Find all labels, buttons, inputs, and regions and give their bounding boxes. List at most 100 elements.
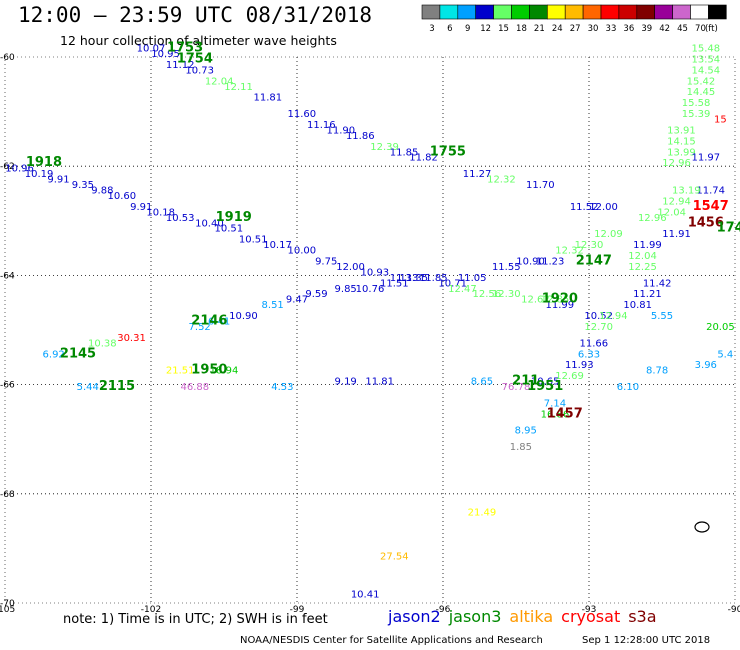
lon-tick-label: -90 [728,605,740,615]
wave-height-label: 15.42 [687,76,716,87]
legend-swatch [439,4,459,20]
satellite-legend: jason2 jason3 altika cryosat s3a [388,607,665,626]
pass-time-label: 1918 [26,155,62,170]
wave-height-label: 14.15 [667,136,696,147]
wave-height-label: 11.16 [307,120,336,131]
wave-height-label: 9.47 [286,295,308,306]
wave-height-label: 11.74 [696,186,725,197]
pass-time-label: 1457 [547,406,583,421]
lat-lon-grid [4,56,736,604]
wave-height-label: 11.85 [390,147,419,158]
wave-height-label: 12.94 [662,196,691,207]
wave-height-label: 9.59 [305,289,327,300]
pass-time-label: 1919 [216,210,252,225]
wave-height-label: 11.99 [545,300,574,311]
wave-height-label: 10.95 [151,49,180,60]
wave-height-label: 12.96 [662,158,691,169]
lat-tick-label: -62 [0,162,15,172]
legend-value: 15 [498,24,509,34]
wave-height-label: 6.33 [578,349,600,360]
wave-height-label: 15.48 [691,44,720,55]
legend-value: 9 [465,24,470,34]
wave-height-label: 13.54 [691,54,720,65]
wave-height-label: 12.00 [336,262,365,273]
wave-height-label: 21.49 [468,508,497,519]
pass-time-label: 2145 [60,346,96,361]
wave-height-label: 46.88 [180,382,209,393]
legend-swatch [564,4,584,20]
page-title: 12:00 – 23:59 UTC 08/31/2018 [18,3,373,27]
lon-tick-label: -102 [141,605,161,615]
wave-height-label: 10.81 [623,300,652,311]
wave-height-label: 11.05 [458,273,487,284]
wave-height-label: 6.10 [617,382,639,393]
wave-height-label: 9.91 [130,202,152,213]
wave-height-label: 18.94 [210,366,239,377]
legend-value: 45 [677,24,688,34]
wave-height-label: 10.51 [215,224,244,235]
legend-swatch [618,4,638,20]
wave-height-label: 12.85 [541,295,570,306]
wave-height-label: 10.52 [584,311,613,322]
legend-unit: (ft) [705,24,718,34]
lat-tick-label: -60 [0,53,15,63]
generated-timestamp: Sep 1 12:28:00 UTC 2018 [582,635,711,646]
wave-height-label: 13.99 [667,147,696,158]
satellite-cryosat: cryosat [561,607,621,626]
pass-time-label: 1755 [430,144,466,159]
wave-height-label: 9.35 [72,180,94,191]
wave-height-label: 9.85 [335,284,357,295]
wave-height-label: 11.81 [253,93,282,104]
wave-height-label: 27.54 [380,551,409,562]
legend-swatch [690,4,709,20]
pass-time-label: 1456 [688,215,724,230]
satellite-s3a: s3a [628,607,657,626]
wave-height-label: 8.78 [646,366,668,377]
legend-value: 18 [516,24,527,34]
wave-height-label: 11.27 [463,169,492,180]
wave-height-label: 11.52 [570,202,599,213]
legend-value: 39 [641,24,652,34]
wave-height-label: 12.94 [599,311,628,322]
legend-value: 27 [570,24,581,34]
legend-value: 33 [606,24,617,34]
wave-height-label: 6.92 [43,349,65,360]
wave-height-label: 10.90 [516,256,545,267]
wave-height-label: 11.23 [536,256,565,267]
wave-height-label: 12.69 [555,371,584,382]
wave-height-label: 8.51 [262,300,284,311]
legend-value: 24 [552,24,563,34]
wave-height-label: 11.21 [633,289,662,300]
pass-time-label: 211 [512,374,539,389]
legend-swatch [475,4,494,20]
wave-height-label: 10.90 [229,311,258,322]
satellite-jason2: jason2 [388,607,441,626]
wave-height-label: 12.62 [521,295,550,306]
wave-height-label: 8.95 [515,426,537,437]
wave-height-label: 13.19 [672,186,701,197]
wave-height-label: 4.53 [271,382,293,393]
credit-line: NOAA/NESDIS Center for Satellite Applica… [240,635,543,646]
lat-tick-label: -66 [0,381,15,391]
plot-frame [4,56,736,604]
pass-time-label: 2115 [99,379,135,394]
wave-height-label: 10.51 [239,235,268,246]
wave-height-label: 10.73 [185,65,214,76]
wave-height-label: 9.91 [47,175,69,186]
wave-height-label: 10.07 [137,44,166,55]
legend-swatch [529,4,548,20]
island-outline [694,521,710,533]
legend-swatch [600,4,620,20]
legend-swatch [511,4,530,20]
wave-height-label: 11.33 [390,273,419,284]
wave-height-label: 20.05 [706,322,735,333]
lon-tick-label: -93 [582,605,597,615]
wave-height-label: 10.40 [195,218,224,229]
legend-value: 42 [659,24,670,34]
wave-height-label: 10.00 [288,246,317,257]
legend-value: 36 [623,24,634,34]
wave-height-label: 12.47 [448,284,477,295]
footnote: note: 1) Time is in UTC; 2) SWH is in fe… [63,612,328,627]
wave-height-label: 14.54 [691,65,720,76]
wave-height-label: 11.99 [633,240,662,251]
